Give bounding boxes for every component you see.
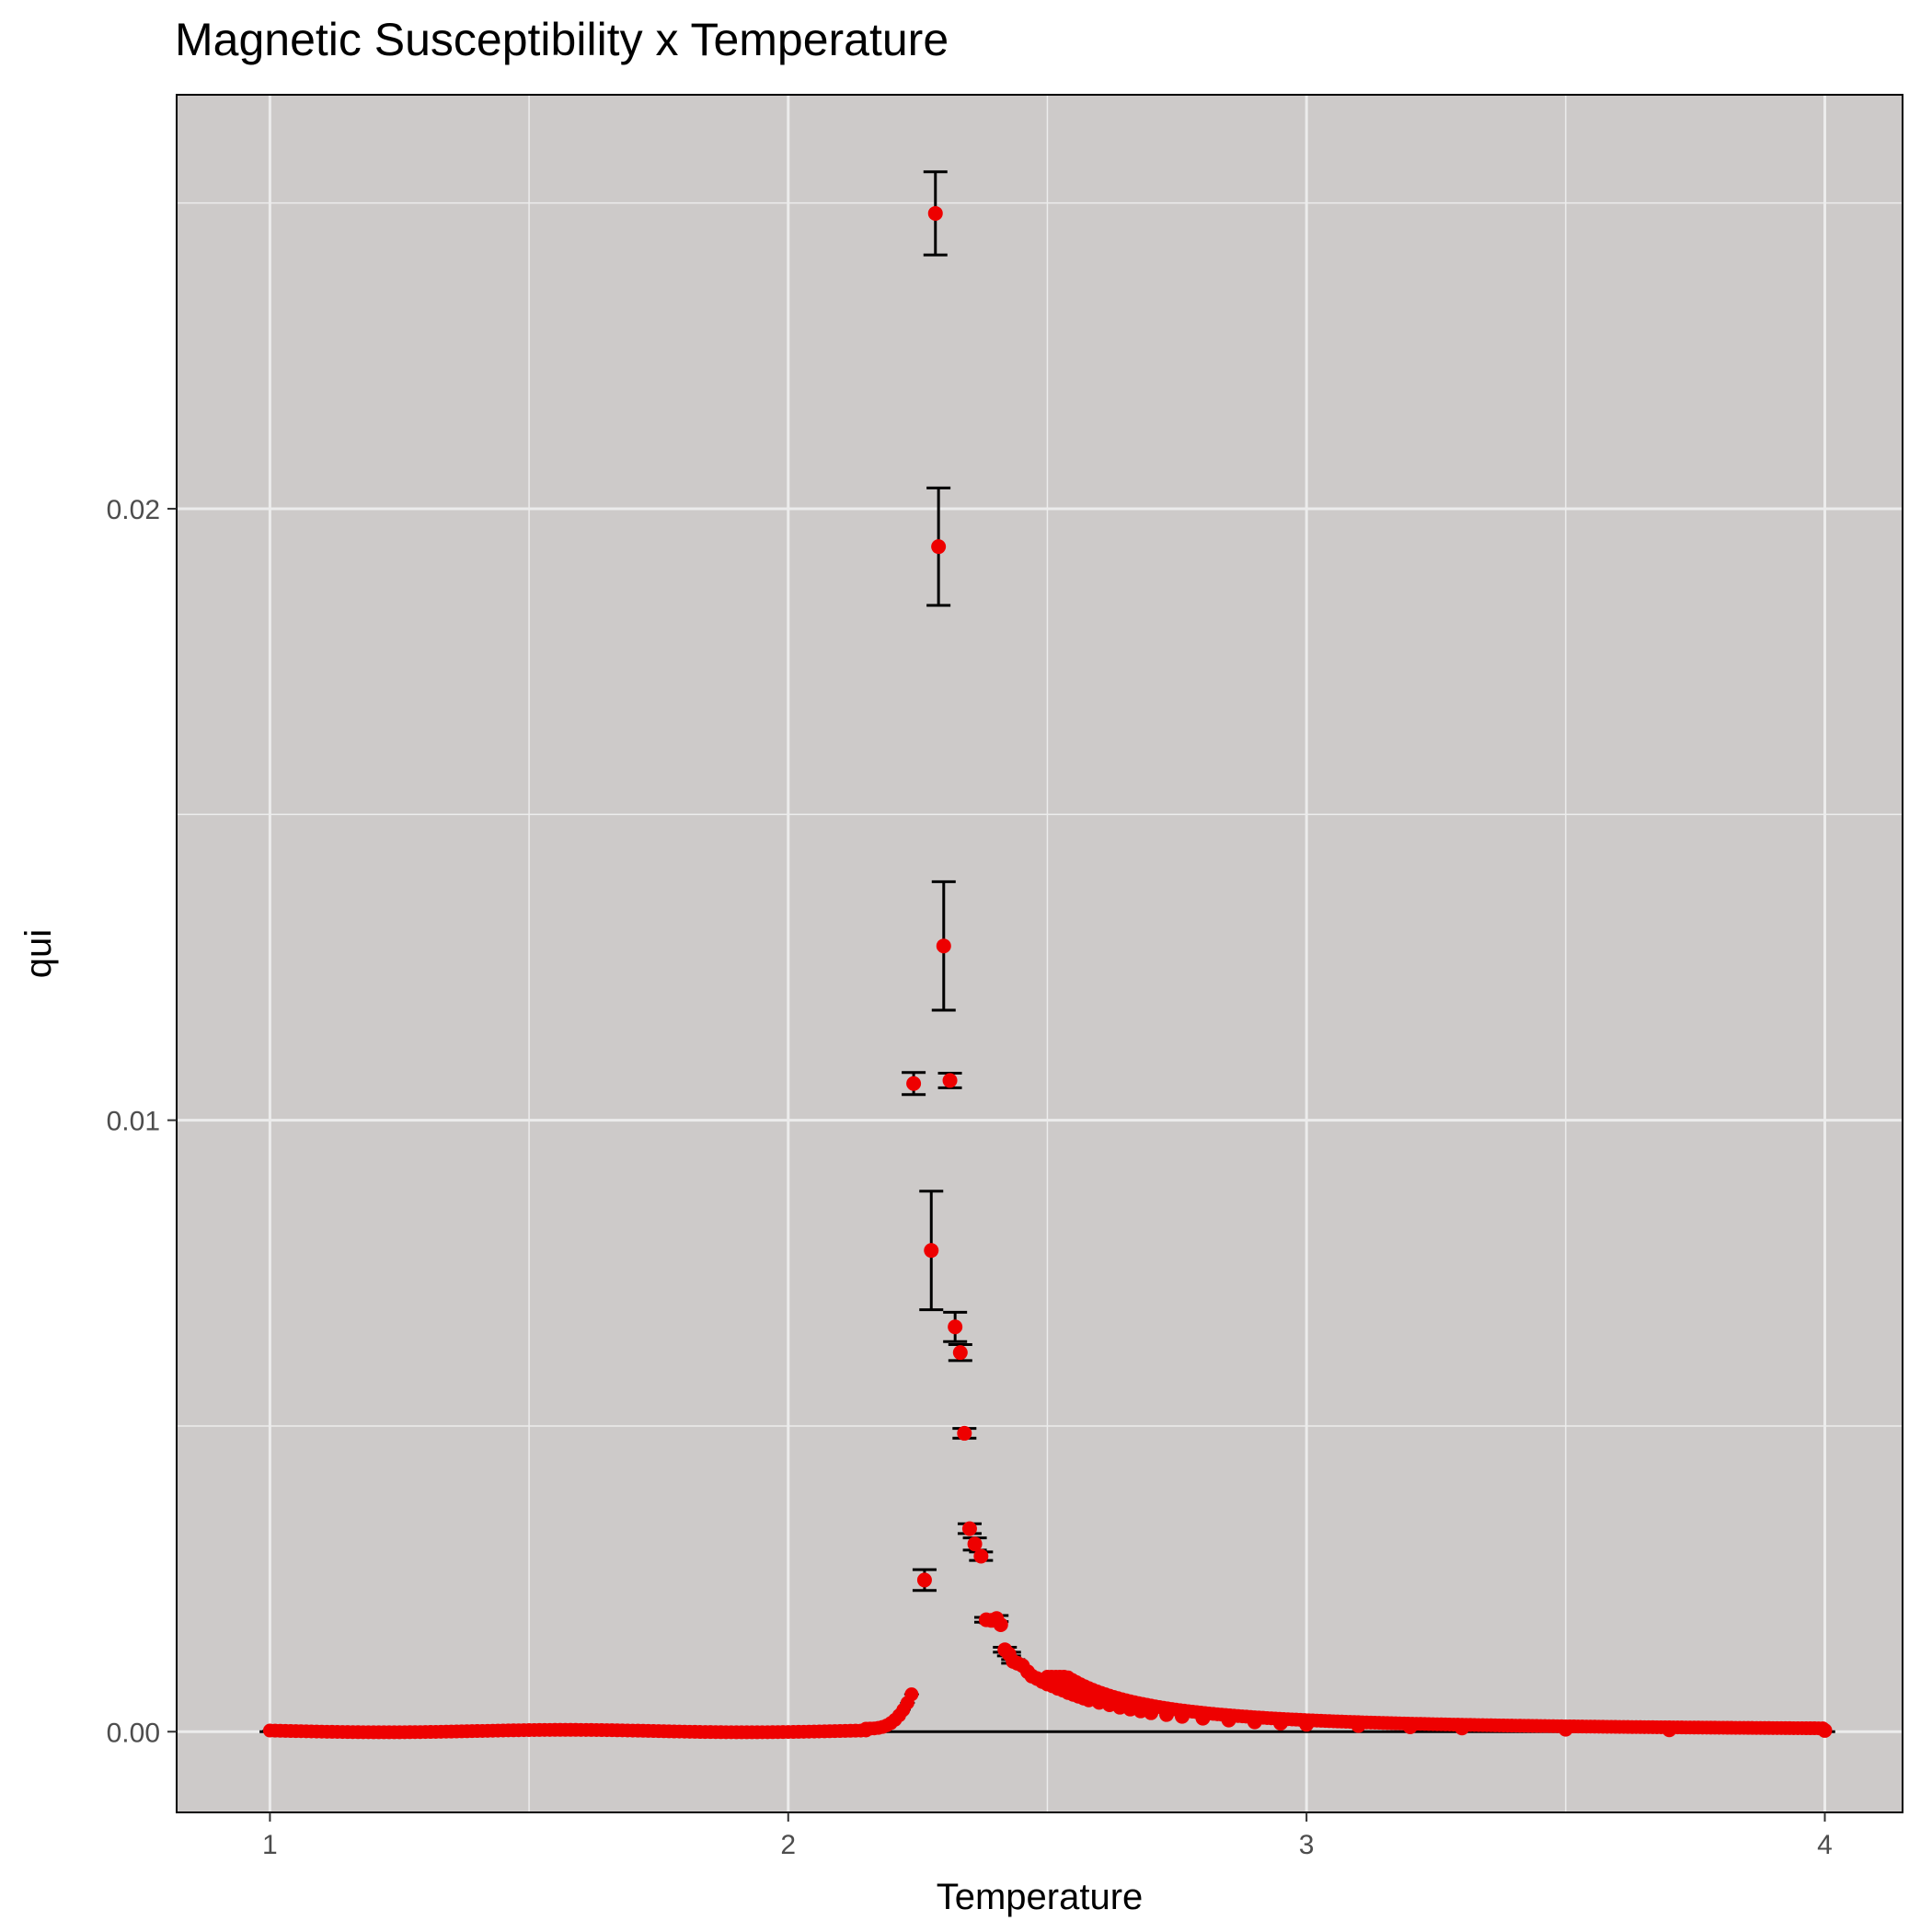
plot-panel [177,95,1903,1812]
y-axis-title: qui [18,929,59,978]
x-tick-label: 4 [1817,1830,1833,1860]
x-tick-label: 1 [262,1830,278,1860]
data-point [1159,1707,1175,1722]
data-point [1817,1722,1833,1738]
data-point [1402,1719,1418,1734]
data-point [1174,1708,1190,1724]
plot-border [176,94,1903,1813]
data-point [1247,1714,1262,1730]
data-point [993,1616,1008,1632]
data-point [931,539,947,555]
data-point [1558,1721,1573,1737]
x-tick-label: 3 [1299,1830,1315,1860]
data-point [942,1073,958,1088]
data-point [1272,1715,1288,1731]
data-point [906,1075,922,1091]
data-point [1662,1722,1677,1738]
data-point [916,1572,932,1588]
y-tick-label: 0.02 [107,495,160,525]
data-point [957,1425,972,1441]
data-point [1195,1710,1211,1726]
data-layer [259,170,1835,1740]
data-point [936,938,951,954]
data-point [961,1521,977,1536]
x-tick-label: 2 [780,1830,796,1860]
data-point [973,1548,989,1564]
chart-title: Magnetic Susceptibility x Temperature [175,14,949,65]
data-point [924,1243,939,1259]
data-point [1299,1717,1315,1732]
data-point [1455,1720,1470,1736]
data-point [948,1319,963,1335]
data-point [904,1687,919,1702]
data-point [952,1345,968,1361]
data-point [1351,1718,1366,1733]
y-tick-label: 0.01 [107,1107,160,1137]
data-point [927,205,943,221]
x-axis-title: Temperature [937,1877,1144,1917]
axes: 1 2 3 4 0.00 0.01 0.02 [107,495,1833,1860]
data-point [1144,1705,1159,1720]
data-point [967,1536,983,1552]
data-point [1221,1712,1236,1728]
y-tick-label: 0.00 [107,1718,160,1748]
